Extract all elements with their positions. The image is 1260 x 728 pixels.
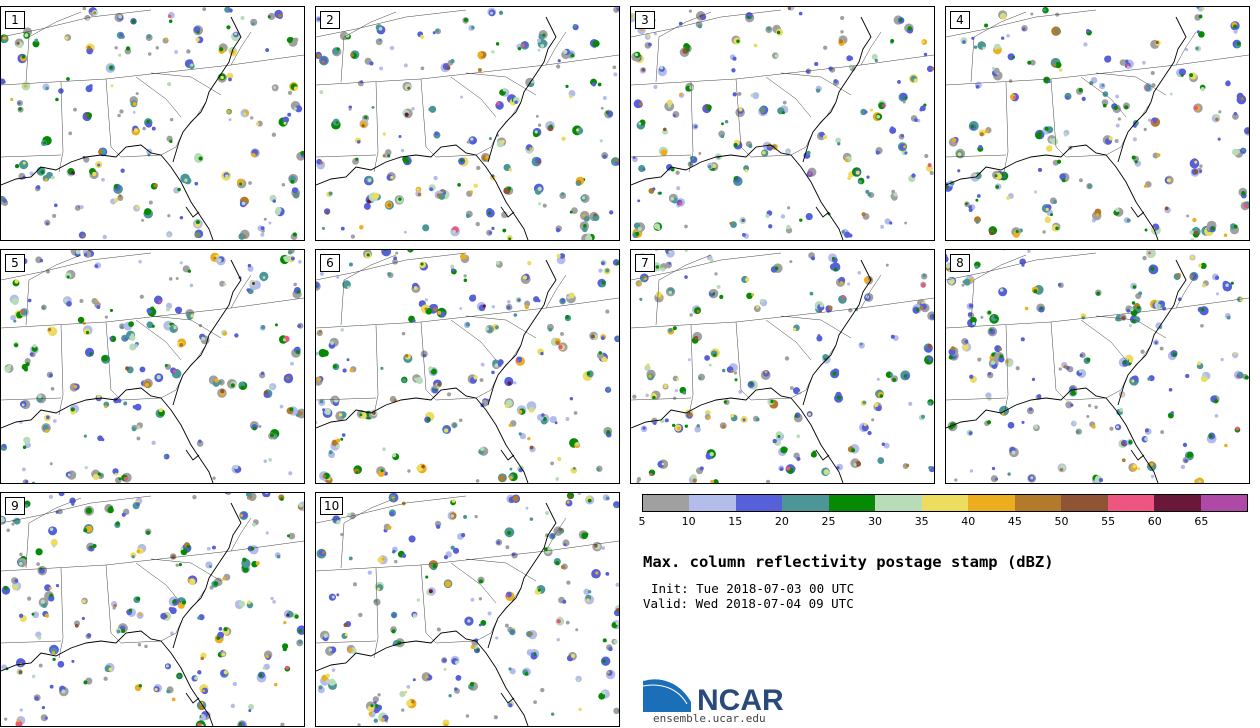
- ensemble-member-panel: 1: [0, 6, 305, 241]
- member-number: 7: [635, 254, 655, 272]
- colorbar-segment: [735, 495, 783, 511]
- ensemble-member-panel: 4: [945, 6, 1250, 241]
- member-number: 10: [320, 497, 344, 515]
- colorbar-tick-label: 50: [1054, 515, 1069, 528]
- colorbar-tick-label: 20: [774, 515, 789, 528]
- reflectivity-map: [316, 493, 619, 726]
- colorbar: [642, 494, 1248, 512]
- colorbar-segment: [1061, 495, 1108, 511]
- member-number: 3: [635, 11, 655, 29]
- colorbar-tick-label: 5: [638, 515, 646, 528]
- reflectivity-map: [1, 493, 304, 726]
- svg-text:NCAR: NCAR: [697, 684, 784, 714]
- member-number: 6: [320, 254, 340, 272]
- colorbar-tick-label: 15: [728, 515, 743, 528]
- colorbar-segment: [968, 495, 1015, 511]
- ncar-logo: NCAR: [642, 672, 793, 717]
- member-number: 2: [320, 11, 340, 29]
- init-time: Init: Tue 2018-07-03 00 UTC: [651, 581, 855, 596]
- member-number: 4: [950, 11, 970, 29]
- colorbar-segment: [1014, 495, 1062, 511]
- colorbar-segment: [782, 495, 829, 511]
- ensemble-member-panel: 3: [630, 6, 935, 241]
- colorbar-segment: [828, 495, 876, 511]
- ensemble-member-panel: 9: [0, 492, 305, 727]
- ensemble-member-panel: 6: [315, 249, 620, 484]
- colorbar-tick-label: 30: [868, 515, 883, 528]
- colorbar-tick-label: 35: [914, 515, 929, 528]
- ensemble-member-panel: 10: [315, 492, 620, 727]
- colorbar-tick-label: 45: [1007, 515, 1022, 528]
- reflectivity-map: [1, 250, 304, 483]
- member-number: 5: [5, 254, 25, 272]
- member-number: 1: [5, 11, 25, 29]
- reflectivity-map: [316, 250, 619, 483]
- colorbar-tick-label: 55: [1101, 515, 1116, 528]
- valid-time: Valid: Wed 2018-07-04 09 UTC: [643, 596, 854, 611]
- figure-title: Max. column reflectivity postage stamp (…: [643, 553, 1054, 571]
- ensemble-member-panel: 8: [945, 249, 1250, 484]
- colorbar-tick-label: 40: [961, 515, 976, 528]
- logo-url: ensemble.ucar.edu: [653, 712, 766, 725]
- member-number: 9: [5, 497, 25, 515]
- reflectivity-map: [946, 250, 1249, 483]
- colorbar-segment: [1154, 495, 1201, 511]
- colorbar-tick-label: 65: [1194, 515, 1209, 528]
- ensemble-member-panel: 7: [630, 249, 935, 484]
- colorbar-segment: [643, 495, 690, 511]
- ensemble-member-panel: 2: [315, 6, 620, 241]
- reflectivity-map: [631, 7, 934, 240]
- colorbar-tick-label: 60: [1147, 515, 1162, 528]
- colorbar-segment: [1200, 495, 1248, 511]
- member-number: 8: [950, 254, 970, 272]
- colorbar-tick-label: 10: [681, 515, 696, 528]
- reflectivity-map: [631, 250, 934, 483]
- colorbar-segment: [921, 495, 969, 511]
- reflectivity-map: [316, 7, 619, 240]
- colorbar-segment: [1107, 495, 1155, 511]
- reflectivity-map: [1, 7, 304, 240]
- colorbar-ticks: 5 10 15 20 25 30 35 40 45 50 55 60 65: [638, 515, 1248, 529]
- ensemble-member-panel: 5: [0, 249, 305, 484]
- colorbar-tick-label: 25: [821, 515, 836, 528]
- colorbar-segment: [875, 495, 922, 511]
- colorbar-segment: [689, 495, 736, 511]
- reflectivity-map: [946, 7, 1249, 240]
